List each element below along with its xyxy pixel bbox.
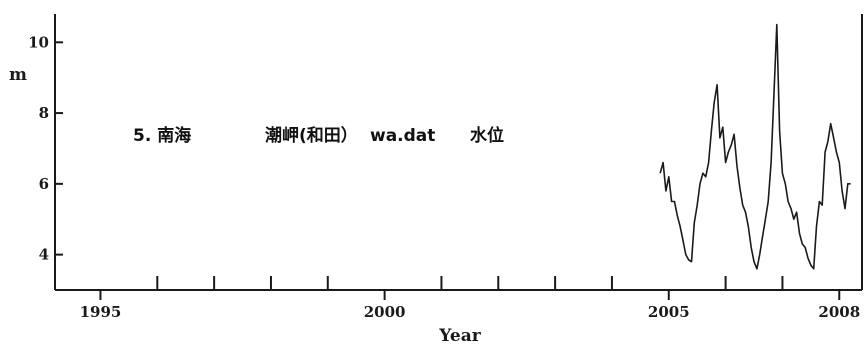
annotation-file: wa.dat — [370, 126, 435, 146]
x-tick-label: 1995 — [80, 303, 122, 321]
series-layer — [659, 23, 851, 270]
y-tick-label: 8 — [39, 104, 49, 122]
series-line — [659, 23, 851, 270]
annotation-label: 5. 南海 — [133, 125, 191, 146]
y-ticks: 4 6 8 10 — [28, 33, 63, 264]
x-tick-label: 2008 — [818, 303, 860, 321]
x-axis-title: Year — [438, 326, 481, 346]
y-tick-label: 4 — [39, 246, 49, 264]
x-ticks: 1995 2000 2005 2008 — [80, 276, 860, 321]
y-tick-label: 6 — [39, 175, 49, 193]
axes — [54, 14, 863, 291]
x-tick-label: 2000 — [364, 303, 406, 321]
annotation-station: 潮岬(和田） — [265, 125, 358, 146]
y-axis-title: m — [9, 65, 27, 85]
x-tick-label: 2005 — [648, 303, 690, 321]
y-tick-label: 10 — [28, 33, 49, 51]
annotation-variable: 水位 — [470, 125, 504, 146]
